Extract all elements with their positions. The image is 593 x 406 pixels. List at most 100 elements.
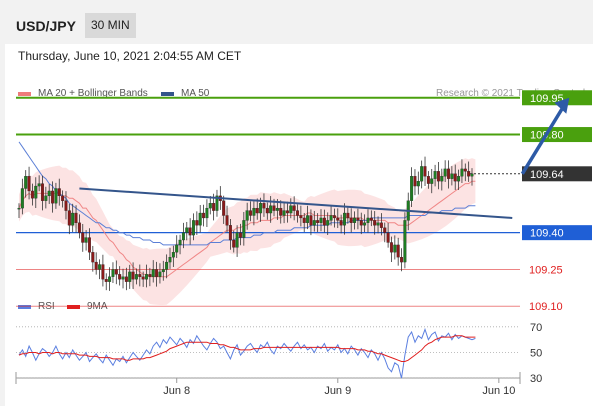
candle <box>158 263 162 284</box>
candle-body <box>108 276 112 282</box>
candle-body <box>436 171 440 182</box>
rsi-level-label: 50 <box>530 348 542 360</box>
candle-body <box>205 207 209 219</box>
candle <box>198 204 202 233</box>
candle <box>151 260 155 283</box>
candle <box>386 222 390 248</box>
candle <box>57 178 61 206</box>
candle-body <box>400 257 404 263</box>
symbol-label: USD/JPY <box>16 18 76 34</box>
candle <box>34 177 38 209</box>
candle <box>168 247 172 269</box>
candle-body <box>306 215 310 223</box>
candle <box>369 210 373 227</box>
candle <box>265 202 269 220</box>
candle-body <box>363 222 367 226</box>
candle-body <box>379 222 383 228</box>
candle-body <box>37 183 41 187</box>
rsi-panel: 70 50 30 <box>16 322 542 385</box>
candle-body <box>131 271 135 280</box>
ma50-line <box>18 141 476 246</box>
current-price-badge <box>522 166 592 182</box>
candle-body <box>319 217 323 223</box>
candle <box>208 196 212 215</box>
candle <box>336 208 340 229</box>
candle-body <box>134 274 138 280</box>
candle <box>74 205 78 233</box>
candle-body <box>158 271 162 277</box>
candle <box>289 198 293 219</box>
candle-body <box>185 227 189 233</box>
candle <box>225 205 229 233</box>
candle <box>296 204 300 223</box>
bollinger-band <box>19 158 476 305</box>
candle <box>269 196 273 223</box>
candle <box>61 190 65 208</box>
candle <box>339 214 343 234</box>
candle-body <box>316 220 320 223</box>
chart-card: USD/JPY 30 MIN Thursday, June 10, 2021 2… <box>5 9 593 406</box>
candle <box>319 209 323 232</box>
candle <box>453 164 457 190</box>
candle-body <box>292 205 296 211</box>
candle <box>51 181 55 213</box>
rsi-level-label: 70 <box>530 322 542 334</box>
interval-button[interactable]: 30 MIN <box>85 13 136 38</box>
candle-body <box>228 225 232 241</box>
candle-body <box>222 200 226 216</box>
candle <box>235 225 239 257</box>
candle-body <box>269 205 273 214</box>
candle <box>410 167 414 207</box>
candle-body <box>463 168 467 172</box>
candle-body <box>450 173 454 179</box>
candle <box>262 193 266 217</box>
x-tick-label: Jun 9 <box>324 385 351 397</box>
candle-body <box>24 176 28 189</box>
candle <box>322 209 326 233</box>
level-label-109.40: 109.40 <box>530 228 564 240</box>
candle <box>316 213 320 232</box>
candle <box>299 205 303 227</box>
candle-body <box>47 190 51 197</box>
candle-body <box>426 176 430 184</box>
candle-body <box>54 188 58 204</box>
candle-body <box>467 171 471 177</box>
candle <box>440 168 444 191</box>
candle <box>188 218 192 245</box>
candle-body <box>413 176 417 187</box>
candle <box>145 264 149 288</box>
candle <box>141 271 145 287</box>
candle <box>416 171 420 195</box>
candle <box>232 230 236 253</box>
ma50-swatch <box>161 91 174 96</box>
candle-body <box>326 220 330 226</box>
rsi-ma9-line <box>18 335 476 362</box>
candle-body <box>141 276 145 280</box>
candle-body <box>249 210 253 216</box>
candle <box>245 202 249 230</box>
candle <box>306 205 310 230</box>
level-label-109.95: 109.95 <box>530 93 564 105</box>
candle-body <box>17 207 21 210</box>
candle-body <box>433 171 437 179</box>
candle <box>84 230 88 251</box>
forecast-arrow-shaft <box>520 105 565 175</box>
candle <box>426 171 430 189</box>
candle <box>161 260 165 281</box>
candle <box>467 161 471 182</box>
candle <box>27 166 31 200</box>
candle-body <box>27 176 31 192</box>
candle <box>104 273 108 291</box>
level-badge-109.40 <box>522 225 592 241</box>
candle-body <box>191 220 195 236</box>
candle <box>309 209 313 236</box>
candle-body <box>383 227 387 233</box>
candle-body <box>443 168 447 177</box>
candle-body <box>98 264 102 270</box>
legend-bollinger-label: MA 20 + Bollinger Bands <box>38 88 148 99</box>
candle <box>47 184 51 204</box>
candle <box>413 169 417 196</box>
candle-body <box>202 212 206 219</box>
candle <box>98 259 102 280</box>
candle <box>202 204 206 227</box>
